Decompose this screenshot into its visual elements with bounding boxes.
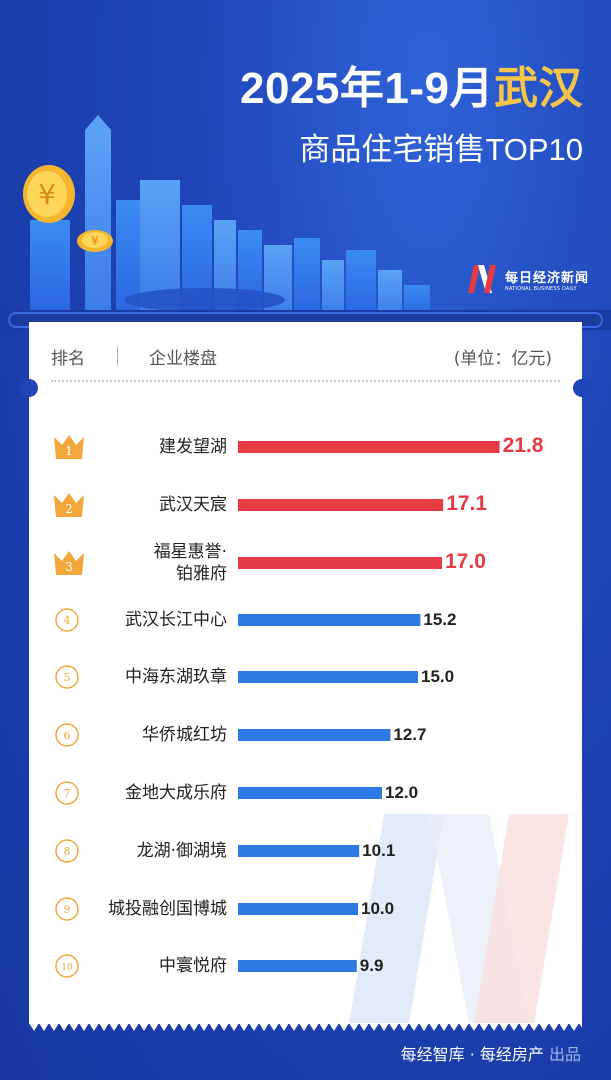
row-value: 17.0 — [445, 550, 486, 573]
svg-text:¥: ¥ — [38, 178, 56, 211]
footer-credit: 每经智库 · 每经房产 出品 — [400, 1045, 581, 1064]
svg-text:¥: ¥ — [91, 234, 99, 248]
bar-3 — [238, 557, 442, 569]
city-skyline-illustration — [0, 115, 611, 330]
bar-2 — [238, 499, 444, 511]
ticket-zigzag-edge — [29, 1023, 582, 1031]
svg-text:8: 8 — [64, 845, 71, 858]
bar-7 — [238, 787, 382, 799]
rank-crown-icon: 3 — [54, 551, 84, 575]
row-name: 福星惠誉· 铂雅府 — [153, 542, 227, 584]
row-name: 武汉天宸 — [159, 495, 227, 515]
rank-crown-icon: 2 — [54, 493, 84, 517]
row-name: 城投融创国博城 — [108, 899, 227, 919]
row-value: 17.1 — [446, 492, 488, 515]
ticket-notch-left — [20, 379, 38, 397]
rank-crown-icon: 1 — [54, 435, 84, 459]
svg-text:5: 5 — [64, 671, 71, 684]
rank-circle-icon: 10 — [55, 954, 79, 978]
rank-circle-icon: 8 — [55, 839, 79, 863]
nbd-logo-icon — [468, 265, 496, 293]
row-name: 金地大成乐府 — [125, 783, 227, 803]
svg-text:10: 10 — [61, 963, 73, 973]
svg-text:2: 2 — [65, 502, 73, 516]
rank-circle-icon: 4 — [55, 608, 79, 632]
brand-logo: 每日经济新闻 NATIONAL BUSINESS DAILY — [466, 263, 589, 295]
rank-circle-icon: 6 — [55, 723, 79, 747]
row-name: 武汉长江中心 — [125, 610, 227, 630]
row-name: 中海东湖玖章 — [125, 667, 227, 687]
row-name: 华侨城红坊 — [142, 725, 227, 745]
row-value: 12.0 — [385, 783, 419, 802]
header-name: 企业楼盘 — [149, 349, 217, 369]
svg-text:4: 4 — [64, 614, 71, 627]
row-value: 9.9 — [359, 956, 384, 975]
yuan-coin-icon: ¥ — [23, 165, 75, 223]
title-line1: 2025年1-9月武汉 — [240, 64, 583, 113]
title-line2: 商品住宅销售TOP10 — [299, 132, 583, 167]
brand-name-cn: 每日经济新闻 — [505, 270, 590, 286]
row-value: 15.2 — [423, 610, 457, 629]
ranking-card: 排名 企业楼盘 (单位：亿元) 1 建发望湖 21.8 2 武汉天宸 17.1 3 福星惠誉·… — [20, 322, 591, 1031]
row-value: 15.0 — [421, 667, 455, 686]
brand-name-en: NATIONAL BUSINESS DAILY — [505, 285, 577, 292]
row-name: 龙湖·御湖境 — [136, 841, 227, 861]
rank-circle-icon: 9 — [55, 897, 79, 921]
svg-text:1: 1 — [65, 444, 73, 458]
rank-circle-icon: 7 — [55, 781, 79, 805]
header-dotted-divider — [51, 380, 560, 382]
ticket-notch-right — [573, 379, 591, 397]
bar-6 — [238, 729, 391, 741]
small-coin-icon: ¥ — [77, 230, 113, 252]
bar-1 — [238, 441, 500, 453]
bar-9 — [238, 903, 358, 915]
header-divider — [117, 347, 118, 365]
title-city: 武汉 — [494, 64, 583, 113]
row-value: 21.8 — [502, 434, 544, 457]
row-value: 10.0 — [361, 899, 395, 918]
header-unit: (单位：亿元) — [453, 349, 552, 369]
row-name: 建发望湖 — [159, 437, 227, 457]
nbd-watermark-icon — [349, 814, 569, 1024]
svg-text:7: 7 — [64, 787, 71, 800]
header-rank: 排名 — [51, 349, 85, 369]
row-value: 12.7 — [393, 725, 427, 744]
bar-10 — [238, 960, 357, 972]
rank-circle-icon: 5 — [55, 665, 79, 689]
bar-5 — [238, 671, 418, 683]
bar-8 — [238, 845, 360, 857]
bar-chart — [238, 441, 500, 972]
svg-text:9: 9 — [64, 903, 71, 916]
row-name: 中寰悦府 — [159, 956, 227, 976]
svg-text:3: 3 — [65, 560, 73, 574]
bar-4 — [238, 614, 421, 626]
svg-text:6: 6 — [64, 729, 71, 742]
row-value: 10.1 — [362, 841, 396, 860]
